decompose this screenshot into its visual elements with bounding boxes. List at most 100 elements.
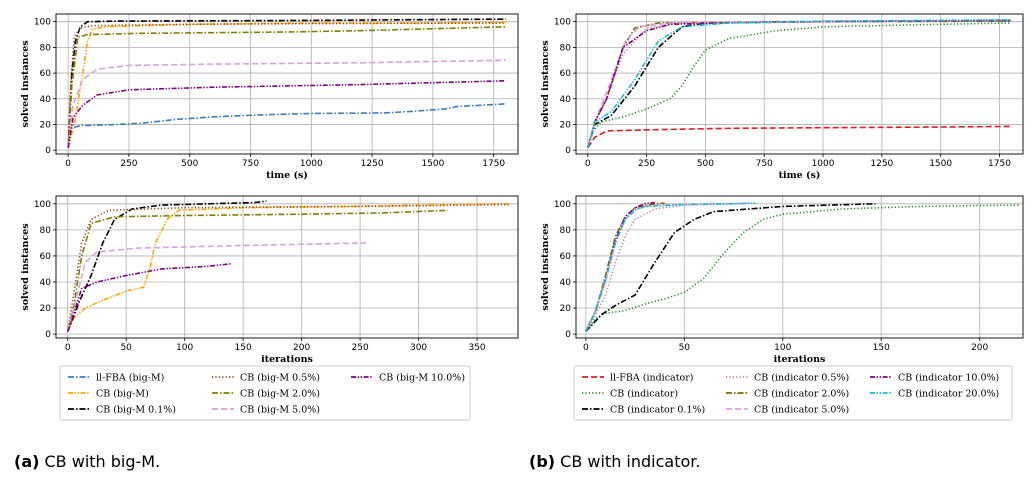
x-tick-label-2: 500 <box>697 159 714 169</box>
x-tick-label-1: 50 <box>679 343 691 353</box>
x-tick-label-0: 0 <box>65 159 71 169</box>
caption-a-text: CB with big-M. <box>39 452 160 471</box>
x-tick-label-6: 1500 <box>929 159 952 169</box>
x-axis-label: iterations <box>261 354 313 365</box>
series-line-4 <box>67 26 506 148</box>
chart-panel-2: 0 50 100 150 200 250 300 350 0 20 40 60 80 100 iterati… <box>20 195 519 365</box>
series-line-4 <box>66 242 366 332</box>
x-tick-label-1: 250 <box>638 159 655 169</box>
y-tick-label-2: 40 <box>40 95 52 105</box>
series-group <box>67 18 506 148</box>
y-tick-label-3: 60 <box>40 69 52 79</box>
series-line-4 <box>585 202 756 332</box>
series-line-5 <box>66 262 232 332</box>
legend-label-5: CB (indicator 5.0%) <box>754 405 849 416</box>
x-tick-label-2: 100 <box>176 343 193 353</box>
chart-panel-0: 0 250 500 750 1000 1250 1500 1750 0 20 40 60 80 100 ti… <box>20 13 519 181</box>
x-tick-label-6: 1500 <box>421 159 444 169</box>
legend-label-7: CB (indicator 20.0%) <box>898 389 999 400</box>
x-tick-label-2: 500 <box>181 159 198 169</box>
legend-label-4: CB (big-M 2.0%) <box>240 389 320 400</box>
series-line-0 <box>67 103 506 148</box>
x-tick-label-6: 300 <box>410 343 427 353</box>
y-tick-label-3: 60 <box>40 252 52 262</box>
y-axis-label: solved instances <box>540 223 551 310</box>
y-tick-label-5: 100 <box>554 18 571 28</box>
y-axis-label: solved instances <box>540 40 551 127</box>
x-tick-label-3: 750 <box>242 159 259 169</box>
y-tick-label-3: 60 <box>560 69 572 79</box>
chart-panel-3: 0 50 100 150 200020406080100iterationssolved… <box>540 195 1024 365</box>
x-tick-label-7: 350 <box>468 343 485 353</box>
y-tick-label-1: 20 <box>560 120 572 130</box>
x-tick-label-3: 150 <box>235 343 252 353</box>
x-axis-label: iterations <box>774 354 826 365</box>
legend-label-6: CB (indicator 10.0%) <box>898 373 999 384</box>
x-tick-label-5: 1250 <box>361 159 384 169</box>
series-line-1 <box>585 203 876 333</box>
y-tick-label-2: 40 <box>40 278 52 288</box>
legend-label-2: CB (indicator 0.1%) <box>610 405 705 416</box>
axes-frame <box>575 195 1024 339</box>
series-line-5 <box>585 201 655 332</box>
chart-panels: 0 250 500 750 1000 1250 1500 1750020406080100ti… <box>20 13 1024 365</box>
series-line-7 <box>587 19 1012 148</box>
series-line-5 <box>67 59 506 148</box>
x-tick-label-1: 250 <box>120 159 137 169</box>
y-tick-label-1: 20 <box>40 120 52 130</box>
y-axis-label: solved instances <box>20 40 31 127</box>
legend-label-4: CB (indicator 2.0%) <box>754 389 849 400</box>
caption-b-text: CB with indicator. <box>555 452 700 471</box>
y-tick-label-0: 0 <box>45 146 51 156</box>
legend-boxes: ll-FBA (big-M) CB (big-M) CB (big-M 0.1%) C… <box>59 365 1013 421</box>
y-tick-label-4: 80 <box>560 43 572 53</box>
series-line-3 <box>66 209 448 332</box>
y-tick-label-4: 80 <box>40 226 52 236</box>
y-tick-label-0: 0 <box>45 330 51 340</box>
y-tick-label-3: 60 <box>560 252 572 262</box>
legend-label-1: CB (indicator) <box>610 389 678 400</box>
series-group <box>66 200 510 332</box>
series-line-2 <box>66 203 510 332</box>
x-tick-label-5: 1250 <box>870 159 893 169</box>
legend-0: ll-FBA (big-M) CB (big-M) CB (big-M 0.1%) C… <box>59 365 471 421</box>
series-line-0 <box>66 203 510 332</box>
series-line-1 <box>66 200 267 332</box>
legend-label-0: ll-FBA (big-M) <box>96 373 164 384</box>
series-line-2 <box>67 18 506 148</box>
legend-label-6: CB (big-M 10.0%) <box>379 373 465 384</box>
chart-panel-1: 0 250 500 750 1000 1250 1500 1750 0 20 40 60 80 100 ti… <box>540 13 1024 181</box>
y-tick-label-2: 40 <box>560 95 572 105</box>
x-tick-label-4: 200 <box>293 343 310 353</box>
x-tick-label-7: 1750 <box>482 159 505 169</box>
y-tick-label-4: 80 <box>40 43 52 53</box>
axes-frame <box>55 195 519 339</box>
x-tick-label-0: 0 <box>65 343 71 353</box>
x-tick-label-7: 1750 <box>988 159 1011 169</box>
caption-b: (b) CB with indicator. <box>529 452 700 471</box>
x-tick-label-1: 50 <box>120 343 132 353</box>
legend-label-3: CB (indicator 0.5%) <box>754 373 849 384</box>
y-tick-label-0: 0 <box>565 330 571 340</box>
legend-label-3: CB (big-M 0.5%) <box>240 373 320 384</box>
legend-box <box>573 365 1013 421</box>
y-axis-label: solved instances <box>20 223 31 310</box>
series-group <box>585 201 1020 333</box>
x-tick-label-0: 0 <box>585 159 591 169</box>
caption-a-label: (a) <box>14 452 39 471</box>
y-tick-label-2: 40 <box>560 278 572 288</box>
caption-a: (a) CB with big-M. <box>14 452 160 471</box>
series-line-0 <box>585 204 1020 332</box>
x-tick-label-5: 250 <box>352 343 369 353</box>
legend-1: ll-FBA (indicator) CB (indicator) CB (indi… <box>573 365 1013 421</box>
legend-label-5: CB (big-M 5.0%) <box>240 405 320 416</box>
legend-label-0: ll-FBA (indicator) <box>610 373 694 384</box>
x-axis-label: time (s) <box>779 170 821 181</box>
x-tick-label-0: 0 <box>583 343 589 353</box>
y-tick-label-4: 80 <box>560 226 572 236</box>
axes-frame <box>55 13 519 155</box>
series-line-3 <box>585 202 665 332</box>
series-group <box>587 19 1012 149</box>
series-line-6 <box>587 19 1012 148</box>
axes-frame <box>575 13 1024 155</box>
